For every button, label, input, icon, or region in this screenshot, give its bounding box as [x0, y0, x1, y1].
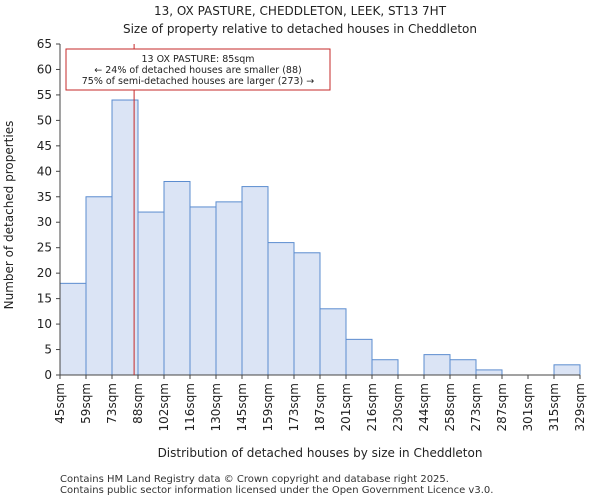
x-tick-label: 301sqm [521, 383, 535, 431]
histogram-bar [293, 252, 321, 376]
annotation-box [65, 48, 331, 91]
footer-copyright: Contains HM Land Registry data © Crown c… [60, 474, 449, 485]
x-tick-label: 116sqm [183, 383, 197, 431]
x-tick-label: 216sqm [365, 383, 379, 431]
x-tick-label: 159sqm [261, 383, 275, 431]
annotation-text: ← 24% of detached houses are smaller (88… [94, 65, 301, 76]
x-tick-label: 59sqm [79, 383, 93, 424]
histogram-bar [449, 359, 477, 376]
histogram-bar [553, 364, 581, 376]
histogram-bar [163, 180, 191, 376]
x-tick-label: 315sqm [547, 383, 561, 431]
x-tick-label: 230sqm [391, 383, 405, 431]
x-tick-label: 173sqm [287, 383, 301, 431]
x-tick-label: 287sqm [495, 383, 509, 431]
y-tick-label: 45 [37, 139, 52, 153]
y-tick-label: 40 [37, 164, 52, 178]
x-tick-label: 273sqm [469, 383, 483, 431]
histogram-bar [475, 369, 503, 376]
histogram-bar [371, 359, 399, 376]
y-tick-label: 65 [37, 37, 52, 51]
x-tick-label: 145sqm [235, 383, 249, 431]
x-tick-label: 130sqm [209, 383, 223, 431]
x-tick-label: 73sqm [105, 383, 119, 424]
footer-licence: Contains public sector information licen… [60, 485, 494, 496]
y-tick-label: 55 [37, 88, 52, 102]
annotation-text: 75% of semi-detached houses are larger (… [82, 76, 315, 87]
y-tick-label: 20 [37, 266, 52, 280]
annotation-text: 13 OX PASTURE: 85sqm [141, 54, 254, 65]
y-tick-label: 30 [37, 215, 52, 229]
y-tick-label: 10 [37, 317, 52, 331]
chart-subtitle: Size of property relative to detached ho… [123, 22, 477, 36]
histogram-bar [319, 308, 347, 376]
x-axis-label: Distribution of detached houses by size … [158, 446, 483, 460]
histogram-bar [85, 196, 113, 376]
x-tick-label: 244sqm [417, 383, 431, 431]
histogram-bar [59, 282, 87, 376]
x-tick-label: 187sqm [313, 383, 327, 431]
histogram-bar [267, 242, 295, 376]
plot-area: 0 5 10 15 20 25 30 35 40 45 50 55 60 65 45sqm 59sqm 73sq… [37, 37, 587, 431]
x-tick-label: 45sqm [53, 383, 67, 424]
histogram-bar [241, 186, 269, 376]
y-tick-label: 25 [37, 241, 52, 255]
x-tick-label: 88sqm [131, 383, 145, 424]
x-tick-label: 102sqm [157, 383, 171, 431]
histogram-bar [137, 211, 165, 376]
x-tick-label: 258sqm [443, 383, 457, 431]
x-tick-label: 329sqm [573, 383, 587, 431]
histogram-bar [345, 338, 373, 376]
y-tick-label: 0 [44, 368, 52, 382]
x-tick-label: 201sqm [339, 383, 353, 431]
histogram-bar [189, 206, 217, 376]
y-tick-label: 15 [37, 292, 52, 306]
y-tick-label: 5 [44, 343, 52, 357]
histogram-bar [423, 354, 451, 376]
y-tick-label: 35 [37, 190, 52, 204]
y-tick-label: 60 [37, 62, 52, 76]
y-axis-label: Number of detached properties [2, 121, 16, 310]
y-tick-label: 50 [37, 113, 52, 127]
histogram-bar [215, 201, 243, 376]
chart-title: 13, OX PASTURE, CHEDDLETON, LEEK, ST13 7… [154, 4, 447, 18]
